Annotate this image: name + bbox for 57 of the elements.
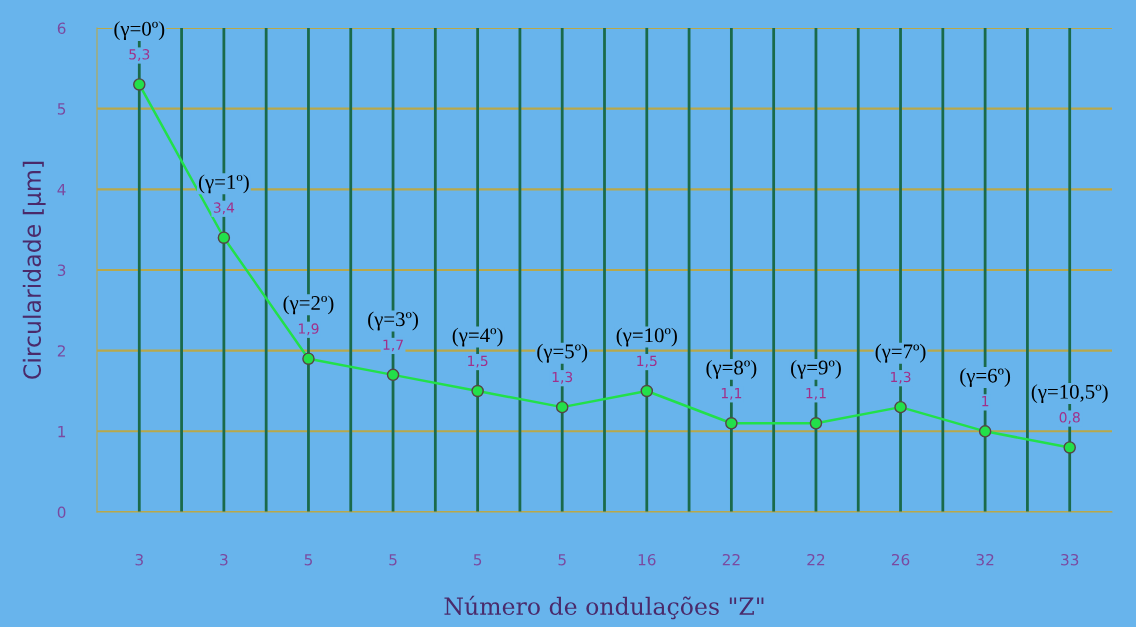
y-tick-label: 5: [57, 103, 66, 115]
x-tick-label: 32: [976, 553, 994, 566]
annotation: (γ=0º): [114, 21, 165, 41]
annotation: (γ=3º): [368, 311, 418, 331]
x-tick-label: 3: [220, 553, 228, 566]
annotation: (γ=10,5º): [1031, 384, 1108, 404]
data-label: 3,4: [213, 202, 235, 215]
x-axis-title: Número de ondulações "Z": [444, 595, 764, 620]
y-axis-title: Circularidade [µm]: [22, 161, 46, 379]
point: [809, 417, 823, 430]
annotation: (γ=7º): [875, 343, 926, 363]
data-label: 1: [982, 396, 989, 407]
point: [725, 417, 738, 430]
data-label: 1,5: [637, 355, 657, 368]
point: [1063, 441, 1076, 454]
annotation: (γ=8º): [706, 359, 757, 379]
y-tick-label: 1: [58, 426, 66, 438]
x-tick-label: 5: [473, 554, 482, 566]
x-tick-label: 5: [389, 554, 397, 566]
point: [978, 425, 992, 438]
data-label: 1,7: [383, 339, 403, 352]
data-label: 1,3: [552, 371, 573, 384]
x-tick-label: 22: [722, 553, 740, 566]
data-label: 1,5: [468, 355, 488, 368]
y-tick-label: 0: [57, 506, 66, 519]
data-label: 5,3: [129, 49, 150, 61]
point: [894, 400, 907, 414]
annotation: (γ=1º): [198, 174, 249, 194]
point: [302, 352, 315, 365]
annotation: (γ=5º): [537, 343, 588, 363]
point: [133, 78, 146, 91]
point: [640, 384, 654, 398]
annotation: (γ=2º): [283, 295, 334, 315]
x-tick-label: 16: [638, 553, 656, 566]
point: [217, 231, 231, 244]
y-tick-label: 4: [57, 184, 66, 196]
data-label: 1,3: [891, 371, 911, 384]
point: [555, 400, 569, 414]
data-label: 0,8: [1059, 412, 1080, 424]
y-tick-label: 6: [57, 22, 66, 35]
x-tick-label: 33: [1061, 553, 1079, 566]
annotation: (γ=6º): [960, 368, 1011, 387]
x-tick-label: 26: [891, 553, 910, 566]
y-tick-label: 2: [57, 345, 65, 357]
annotation: (γ=10º): [616, 327, 677, 347]
data-label: 1,1: [806, 388, 826, 400]
x-tick-label: 3: [135, 553, 143, 566]
x-tick-label: 5: [558, 554, 566, 566]
y-tick-label: 3: [57, 264, 66, 277]
point: [386, 368, 400, 382]
x-tick-label: 5: [304, 554, 312, 566]
x-tick-label: 22: [807, 553, 825, 566]
point: [471, 384, 484, 398]
annotation: (γ=4º): [452, 327, 503, 347]
annotation: (γ=9º): [791, 359, 841, 379]
data-label: 1,1: [721, 388, 742, 400]
data-label: 1,9: [298, 323, 319, 336]
